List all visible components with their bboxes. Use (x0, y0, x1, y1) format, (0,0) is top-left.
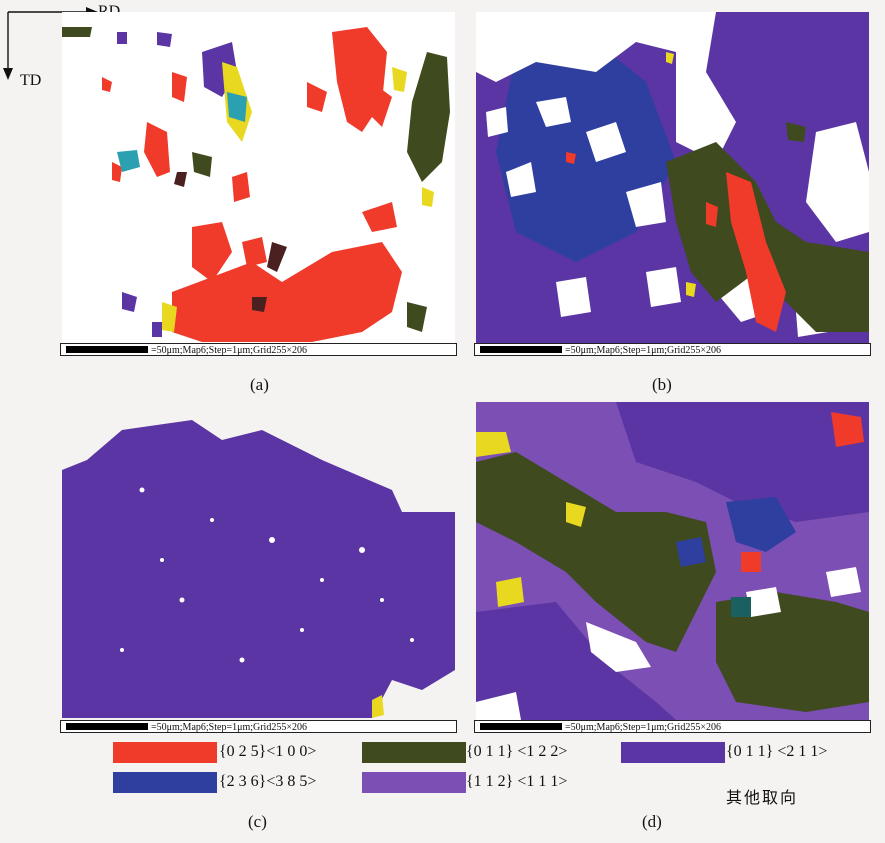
map-panel-d (476, 402, 869, 720)
legend-label-112-111: {1 1 2} <1 1 1> (466, 773, 568, 790)
td-label: TD (20, 72, 42, 89)
map-panel-a (62, 12, 455, 350)
caption-a: (a) (250, 375, 269, 394)
legend-label-025-100: {0 2 5}<1 0 0> (219, 743, 317, 760)
scalebar-a-text: =50μm;Map6;Step=1μm;Grid255×206 (151, 345, 307, 356)
map-panel-b (476, 12, 869, 350)
scalebar-d-text: =50μm;Map6;Step=1μm;Grid255×206 (565, 722, 721, 733)
legend-swatch-112-111 (362, 772, 466, 793)
legend-label-011-122: {0 1 1} <1 2 2> (466, 743, 568, 760)
scalebar-d: =50μm;Map6;Step=1μm;Grid255×206 (474, 720, 871, 733)
scalebar-a: =50μm;Map6;Step=1μm;Grid255×206 (60, 343, 457, 356)
legend-swatch-236-385 (113, 772, 217, 793)
legend-swatch-011-211 (621, 742, 725, 763)
caption-d: (d) (642, 812, 662, 831)
td-arrow-head (3, 68, 13, 80)
scalebar-c-text: =50μm;Map6;Step=1μm;Grid255×206 (151, 722, 307, 733)
scalebar-b-text: =50μm;Map6;Step=1μm;Grid255×206 (565, 345, 721, 356)
caption-c: (c) (248, 812, 267, 831)
scalebar-a-bar (66, 346, 148, 353)
map-panel-c (62, 400, 455, 738)
other-orientation-label: 其他取向 (726, 788, 799, 807)
scalebar-c-bar (66, 723, 148, 730)
scalebar-c: =50μm;Map6;Step=1μm;Grid255×206 (60, 720, 457, 733)
scalebar-d-bar (480, 723, 562, 730)
legend-label-236-385: {2 3 6}<3 8 5> (219, 773, 317, 790)
legend-swatch-011-122 (362, 742, 466, 763)
caption-b: (b) (652, 375, 672, 394)
scalebar-b: =50μm;Map6;Step=1μm;Grid255×206 (474, 343, 871, 356)
legend-swatch-025-100 (113, 742, 217, 763)
scalebar-b-bar (480, 346, 562, 353)
legend-label-011-211: {0 1 1} <2 1 1> (726, 743, 828, 760)
